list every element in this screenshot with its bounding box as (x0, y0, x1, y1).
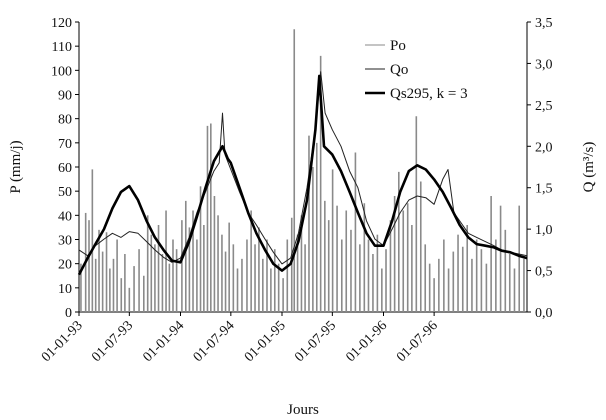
left-tick-label: 0 (65, 306, 72, 321)
right-tick-label: 2,0 (535, 140, 553, 155)
right-tick-label: 1,0 (535, 223, 553, 238)
right-ticks-group: 0,0 0,5 1,0 1,5 2,0 2,5 3,0 3,5 (527, 16, 553, 321)
legend-label: Po (390, 38, 406, 54)
left-tick-label: 30 (58, 234, 72, 249)
left-tick-label: 50 (58, 185, 72, 200)
right-tick-label: 1,5 (535, 182, 553, 197)
right-tick-label: 2,5 (535, 99, 553, 114)
right-tick-label: 3,0 (535, 57, 553, 72)
left-tick-label: 60 (58, 161, 72, 176)
right-tick-label: 0,5 (535, 265, 553, 280)
po-bars-group (80, 29, 525, 312)
legend-label: Qs295, k = 3 (390, 86, 468, 102)
x-tick-label: 01-07-96 (394, 318, 441, 365)
left-ticks-group: 0 10 20 30 40 50 60 70 80 90 100 110 120 (51, 16, 79, 321)
left-tick-label: 120 (51, 16, 72, 31)
x-tick-label: 01-07-93 (89, 318, 136, 365)
left-tick-label: 100 (51, 64, 72, 79)
y-axis-right-label: Q (m³/s) (581, 142, 597, 193)
x-tick-label: 01-07-95 (292, 318, 339, 365)
legend: Po Qo Qs295, k = 3 (365, 38, 468, 102)
left-tick-label: 70 (58, 137, 72, 152)
x-axis-label: Jours (287, 402, 319, 418)
qs-series-line (77, 74, 528, 276)
left-tick-label: 80 (58, 113, 72, 128)
x-ticks-group: 01-01-93 01-07-93 01-01-94 01-07-94 01-01-95… (39, 312, 441, 365)
right-tick-label: 0,0 (535, 306, 553, 321)
legend-label: Qo (390, 62, 408, 78)
x-tick-label: 01-01-96 (343, 318, 390, 365)
y-axis-left-label: P (mm/j) (8, 140, 24, 193)
left-tick-label: 10 (58, 282, 72, 297)
lines-group (77, 71, 528, 276)
left-tick-label: 20 (58, 258, 72, 273)
x-tick-label: 01-07-94 (191, 318, 238, 365)
left-tick-label: 40 (58, 209, 72, 224)
left-tick-label: 90 (58, 89, 72, 104)
x-tick-label: 01-01-95 (242, 318, 289, 365)
right-tick-label: 3,5 (535, 16, 553, 31)
x-tick-label: 01-01-93 (39, 318, 86, 365)
axes-group (78, 22, 528, 313)
x-tick-label: 01-01-94 (140, 318, 187, 365)
qo-series-line (78, 71, 528, 265)
left-tick-label: 110 (52, 40, 72, 55)
